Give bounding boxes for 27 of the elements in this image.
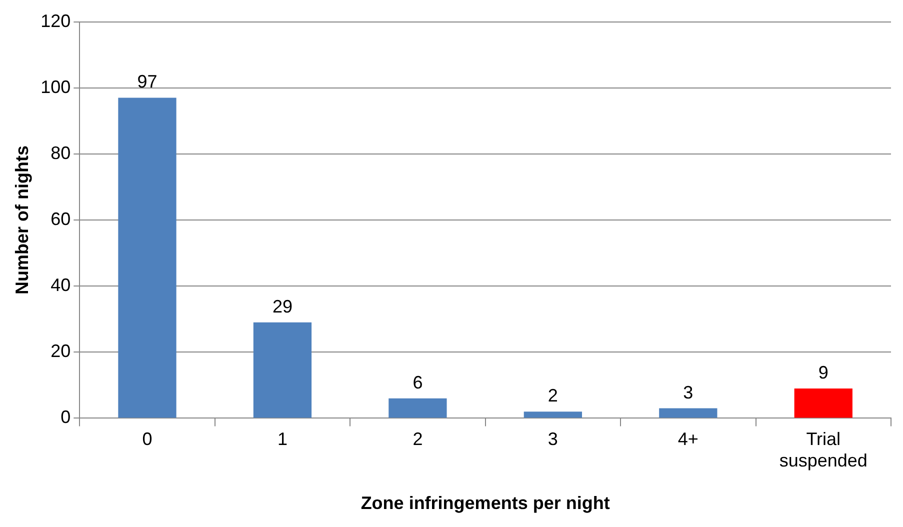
bar bbox=[659, 408, 718, 418]
y-tick-label: 0 bbox=[60, 407, 71, 428]
y-tick-label: 60 bbox=[50, 208, 71, 229]
bar bbox=[794, 388, 852, 418]
x-tick-label: 4+ bbox=[678, 428, 698, 449]
x-axis-title: Zone infringements per night bbox=[360, 493, 610, 514]
bar bbox=[524, 412, 582, 418]
bar bbox=[118, 98, 176, 418]
bar bbox=[388, 398, 447, 418]
x-tick-label: Trial suspended bbox=[779, 428, 868, 471]
y-tick-label: 20 bbox=[50, 341, 71, 362]
y-tick-label: 80 bbox=[50, 142, 71, 163]
x-tick-label: 0 bbox=[142, 428, 152, 449]
bar bbox=[253, 322, 312, 418]
x-tick-label: 3 bbox=[548, 428, 558, 449]
y-tick-label: 120 bbox=[40, 10, 71, 31]
x-tick-label: 2 bbox=[412, 428, 423, 449]
data-label: 97 bbox=[137, 72, 158, 92]
y-tick-label: 100 bbox=[40, 76, 71, 97]
x-tick-label: 1 bbox=[277, 428, 288, 449]
data-label: 6 bbox=[412, 372, 423, 392]
y-tick-label: 40 bbox=[50, 275, 71, 296]
data-label: 2 bbox=[548, 386, 558, 406]
data-label: 3 bbox=[683, 382, 694, 402]
data-label: 9 bbox=[818, 362, 828, 382]
y-axis-title: Number of nights bbox=[12, 146, 32, 294]
data-label: 29 bbox=[272, 296, 292, 316]
